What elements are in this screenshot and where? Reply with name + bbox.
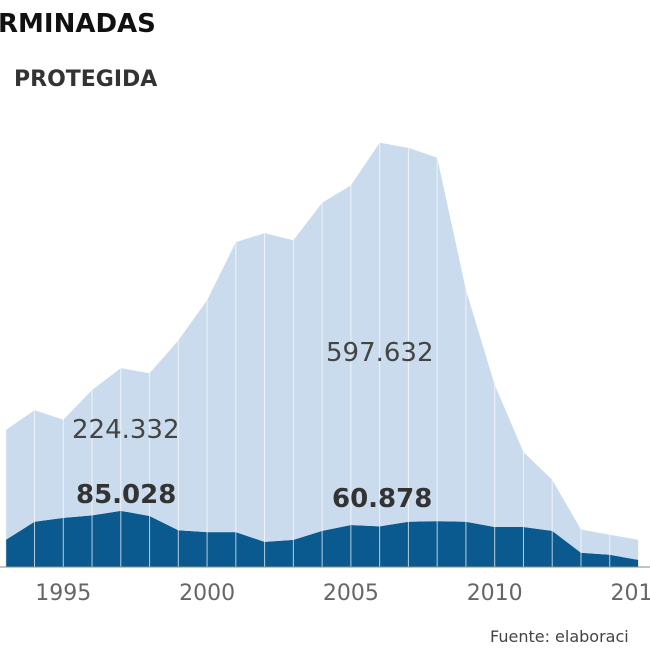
annotation: 60.878: [332, 484, 432, 514]
source: Fuente: elaboraci: [490, 627, 629, 646]
x-tick-label: 2000: [179, 581, 235, 606]
annotation: 224.332: [72, 415, 180, 445]
annotation: 597.632: [326, 338, 434, 368]
chart-title: RMINADAS: [0, 9, 156, 39]
chart-subtitle: PROTEGIDA: [14, 67, 157, 92]
annotation: 85.028: [76, 480, 176, 510]
x-tick-label: 1995: [35, 581, 91, 606]
x-tick-label: 2015: [610, 581, 650, 606]
x-tick-label: 2005: [323, 581, 379, 606]
x-tick-label: 2010: [467, 581, 523, 606]
